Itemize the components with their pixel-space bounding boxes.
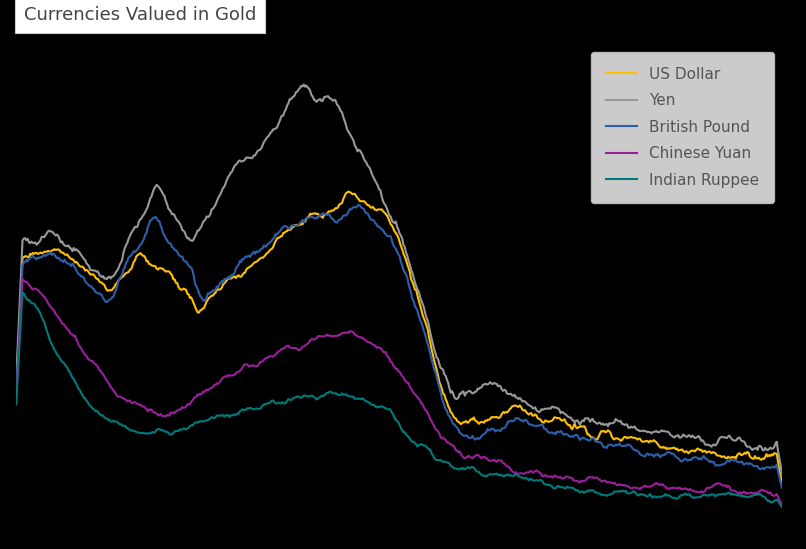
Line: British Pound: British Pound xyxy=(16,205,782,488)
Indian Ruppee xyxy=(359,396,368,402)
US Dollar xyxy=(463,419,473,425)
Indian Ruppee xyxy=(18,289,27,296)
British Pound xyxy=(524,421,534,428)
US Dollar xyxy=(208,293,218,299)
Indian Ruppee xyxy=(148,429,158,435)
Yen xyxy=(299,81,309,88)
US Dollar xyxy=(524,411,534,418)
Indian Ruppee xyxy=(524,477,534,484)
British Pound xyxy=(147,217,156,223)
Line: Yen: Yen xyxy=(16,85,782,474)
Text: Currencies Valued in Gold: Currencies Valued in Gold xyxy=(24,5,256,24)
Yen xyxy=(589,418,599,425)
British Pound xyxy=(208,287,218,294)
Chinese Yuan xyxy=(463,452,473,459)
British Pound xyxy=(463,434,473,441)
Line: Chinese Yuan: Chinese Yuan xyxy=(16,279,782,504)
Indian Ruppee xyxy=(463,464,473,471)
Yen xyxy=(777,470,787,477)
US Dollar xyxy=(359,198,368,204)
US Dollar xyxy=(11,385,21,392)
Yen xyxy=(11,378,21,384)
Chinese Yuan xyxy=(210,382,219,388)
Indian Ruppee xyxy=(11,401,21,408)
Chinese Yuan xyxy=(11,396,21,402)
Indian Ruppee xyxy=(589,488,599,494)
US Dollar xyxy=(147,262,156,268)
Yen xyxy=(463,388,473,394)
Chinese Yuan xyxy=(524,469,534,476)
Yen xyxy=(524,402,534,408)
Legend: US Dollar, Yen, British Pound, Chinese Yuan, Indian Ruppee: US Dollar, Yen, British Pound, Chinese Y… xyxy=(591,52,775,203)
Line: US Dollar: US Dollar xyxy=(16,192,782,482)
Chinese Yuan xyxy=(777,501,787,507)
British Pound xyxy=(589,435,599,441)
Chinese Yuan xyxy=(589,475,599,481)
British Pound xyxy=(359,206,368,212)
Chinese Yuan xyxy=(148,408,158,415)
Yen xyxy=(147,193,156,200)
Yen xyxy=(359,155,368,162)
Indian Ruppee xyxy=(777,503,787,510)
Line: Indian Ruppee: Indian Ruppee xyxy=(16,293,782,507)
British Pound xyxy=(777,484,787,491)
Yen xyxy=(208,205,218,212)
US Dollar xyxy=(589,435,599,441)
British Pound xyxy=(354,201,364,208)
US Dollar xyxy=(777,479,787,485)
British Pound xyxy=(11,393,21,399)
Indian Ruppee xyxy=(210,415,219,422)
Chinese Yuan xyxy=(359,335,368,342)
US Dollar xyxy=(343,188,353,195)
Chinese Yuan xyxy=(18,276,27,283)
